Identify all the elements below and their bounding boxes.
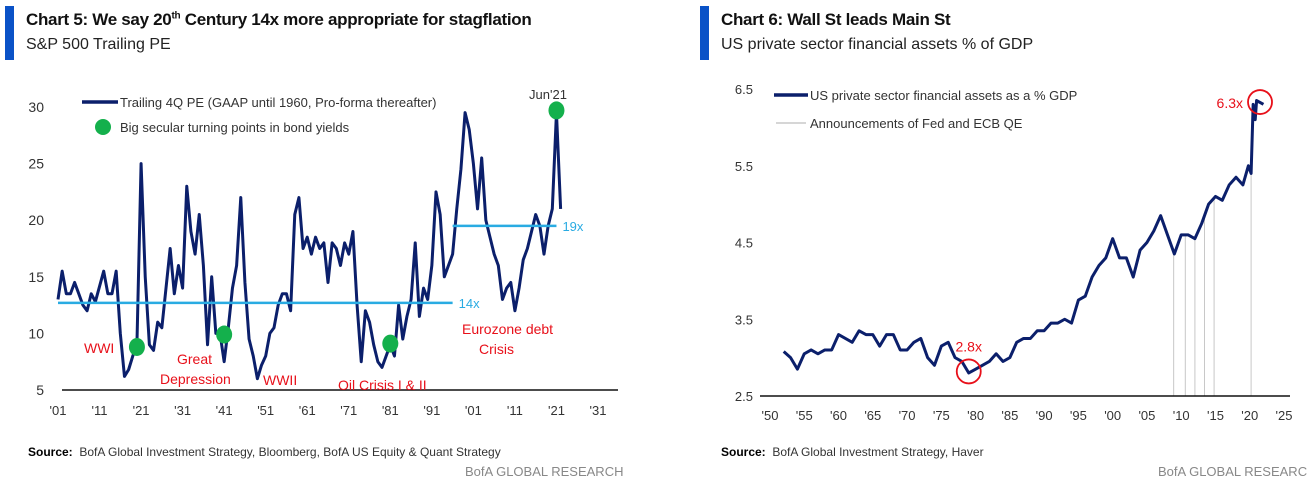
x-tick-label: '95 [1070, 408, 1087, 423]
turning-point-dot [128, 337, 145, 356]
x-tick-label: '55 [796, 408, 813, 423]
highlight-circle [955, 358, 982, 385]
legend-label: Trailing 4Q PE (GAAP until 1960, Pro-for… [120, 95, 436, 110]
x-tick-label: '71 [340, 403, 357, 418]
x-tick-label: '21 [548, 403, 565, 418]
reference-label: 14x [459, 296, 480, 311]
x-tick-label: '90 [1036, 408, 1053, 423]
y-tick-label: 6.5 [735, 82, 753, 97]
y-tick-label: 2.5 [735, 389, 753, 404]
x-tick-label: '41 [216, 403, 233, 418]
chart6-source: Source: BofA Global Investment Strategy,… [721, 445, 984, 459]
source-label: Source: [28, 445, 73, 459]
financial-assets-line [782, 99, 1265, 375]
legend-label: Big secular turning points in bond yield… [120, 120, 350, 135]
chart6-title: Chart 6: Wall St leads Main St [721, 10, 951, 29]
x-tick-label: '31 [174, 403, 191, 418]
source-text: BofA Global Investment Strategy, Bloombe… [79, 445, 501, 459]
chart5-plot: 5 10 15 20 25 30 '01 '11 '21 '31 '41 '51 '61 '71 '81 '9… [28, 87, 618, 418]
x-tick-label: '10 [1173, 408, 1190, 423]
reference-label: 19x [562, 219, 583, 234]
x-tick-label: '75 [933, 408, 950, 423]
x-tick-label: '01 [465, 403, 482, 418]
x-tick-label: '25 [1276, 408, 1293, 423]
title-part: Chart 5: We say 20 [26, 10, 172, 29]
source-label: Source: [721, 445, 766, 459]
legend-label: Announcements of Fed and ECB QE [810, 116, 1023, 131]
turning-point-dot [382, 334, 399, 353]
x-tick-label: '85 [1001, 408, 1018, 423]
annotation-jun21: Jun'21 [529, 87, 567, 102]
y-tick-label: 20 [28, 212, 44, 228]
x-tick-label: '11 [92, 403, 108, 418]
x-tick-label: '11 [507, 403, 523, 418]
x-tick-label: '01 [50, 403, 67, 418]
x-tick-label: '51 [257, 403, 274, 418]
x-tick-label: '21 [133, 403, 150, 418]
y-tick-label: 4.5 [735, 236, 753, 251]
y-tick-label: 10 [28, 325, 44, 341]
annotation-label: Crisis [479, 341, 514, 357]
chart6-subtitle: US private sector financial assets % of … [721, 36, 1034, 53]
x-tick-label: '60 [830, 408, 847, 423]
x-tick-label: '81 [382, 403, 399, 418]
annotation-label: WWI [84, 340, 114, 356]
y-tick-label: 25 [28, 156, 44, 172]
chart6-plot: 2.5 3.5 4.5 5.5 6.5 '50 '55 '60 '65 '70 '75 '80 '85 '… [735, 82, 1293, 423]
y-tick-label: 5 [36, 382, 44, 398]
y-tick-label: 15 [28, 269, 44, 285]
chart5-accent-bar [5, 6, 14, 60]
x-tick-label: '05 [1138, 408, 1155, 423]
chart5-brand: BofA GLOBAL RESEARCH [465, 464, 624, 479]
x-tick-label: '91 [423, 403, 440, 418]
x-tick-label: '80 [967, 408, 984, 423]
title-sup: th [171, 10, 181, 22]
annotation-label: Oil Crisis I & II [338, 377, 427, 393]
annotation-label: Great [177, 351, 212, 367]
x-tick-label: '61 [299, 403, 316, 418]
annotation-label: Eurozone debt [462, 321, 553, 337]
y-tick-label: 30 [28, 99, 44, 115]
x-tick-label: '15 [1207, 408, 1224, 423]
chart5-source: Source: BofA Global Investment Strategy,… [28, 445, 501, 459]
annotation-label: WWII [263, 372, 297, 388]
y-tick-label: 5.5 [735, 159, 753, 174]
chart6-accent-bar [700, 6, 709, 60]
legend-dot-swatch [95, 119, 111, 135]
x-tick-label: '31 [590, 403, 607, 418]
y-tick-label: 3.5 [735, 312, 753, 327]
highlight-circle [1247, 89, 1273, 115]
chart5-subtitle: S&P 500 Trailing PE [26, 36, 171, 53]
x-tick-label: '50 [762, 408, 779, 423]
pe-series-line [56, 111, 563, 381]
legend-label: US private sector financial assets as a … [810, 88, 1077, 103]
x-tick-label: '65 [864, 408, 881, 423]
x-tick-label: '20 [1241, 408, 1258, 423]
x-tick-label: '00 [1104, 408, 1121, 423]
annotation-label: Depression [160, 371, 231, 387]
x-tick-label: '70 [899, 408, 916, 423]
turning-point-dot [216, 325, 233, 344]
highlight-label: 6.3x [1217, 95, 1243, 111]
highlight-label: 2.8x [956, 338, 982, 354]
title-part: Century 14x more appropriate for stagfla… [180, 10, 532, 29]
chart5-title: Chart 5: We say 20th Century 14x more ap… [26, 10, 532, 30]
chart6-brand: BofA GLOBAL RESEARCH [1158, 464, 1307, 479]
turning-point-dot [548, 101, 565, 120]
source-text: BofA Global Investment Strategy, Haver [772, 445, 984, 459]
